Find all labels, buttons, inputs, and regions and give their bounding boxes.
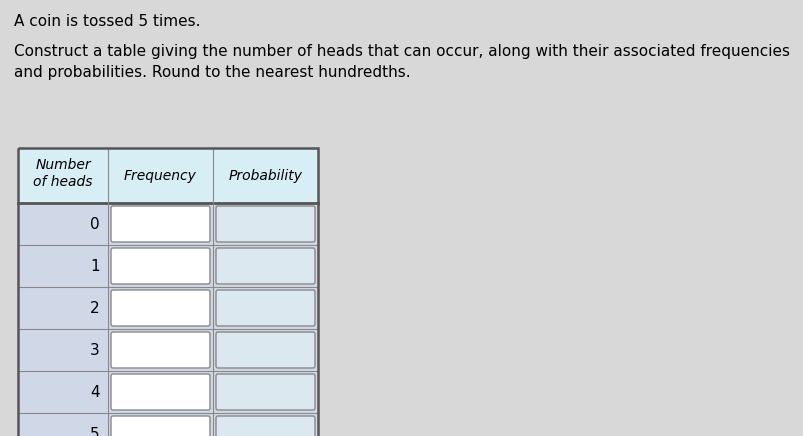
FancyBboxPatch shape [111,206,210,242]
Text: 1: 1 [90,259,100,273]
Bar [18,413,318,436]
FancyBboxPatch shape [111,332,210,368]
FancyBboxPatch shape [216,248,315,284]
FancyBboxPatch shape [216,332,315,368]
FancyBboxPatch shape [111,416,210,436]
Bar [18,371,318,413]
Text: Number
of heads: Number of heads [33,158,92,189]
FancyBboxPatch shape [216,290,315,326]
FancyBboxPatch shape [216,416,315,436]
Bar [18,203,318,245]
FancyBboxPatch shape [216,206,315,242]
FancyBboxPatch shape [111,290,210,326]
FancyBboxPatch shape [111,248,210,284]
Text: 5: 5 [90,426,100,436]
Bar [18,148,318,203]
Text: Probability: Probability [228,168,302,183]
Bar [18,245,318,287]
FancyBboxPatch shape [111,374,210,410]
Text: 3: 3 [90,343,100,358]
Text: 4: 4 [90,385,100,399]
Bar [18,329,318,371]
Text: A coin is tossed 5 times.: A coin is tossed 5 times. [14,14,200,29]
Bar [18,148,318,436]
Text: 0: 0 [90,217,100,232]
FancyBboxPatch shape [216,374,315,410]
Text: 2: 2 [90,300,100,316]
Bar [18,287,318,329]
Text: Construct a table giving the number of heads that can occur, along with their as: Construct a table giving the number of h… [14,44,789,80]
Text: Frequency: Frequency [124,168,197,183]
